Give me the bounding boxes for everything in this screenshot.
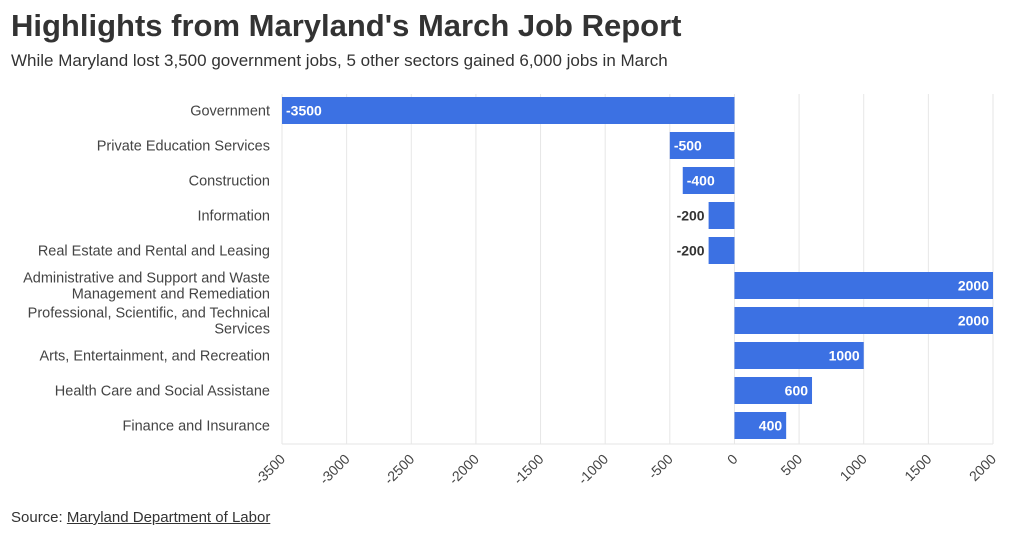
category-label: Professional, Scientific, and Technical S… (28, 306, 270, 338)
chart-title: Highlights from Maryland's March Job Rep… (11, 8, 682, 43)
x-tick-label: -1000 (575, 451, 612, 488)
bars (282, 97, 993, 439)
x-tick-label: 500 (777, 451, 805, 479)
source-prefix: Source: (11, 509, 67, 526)
category-label: Construction (189, 174, 270, 190)
bar (734, 377, 813, 404)
x-tick-label: -3000 (316, 451, 353, 488)
x-tick-label: 1000 (837, 451, 870, 484)
data-label: 600 (785, 383, 809, 399)
category-label: Government (190, 104, 270, 120)
x-tick-label: -1500 (510, 451, 547, 488)
x-tick-label: 0 (724, 451, 741, 468)
x-tick-label: -3500 (251, 451, 288, 488)
category-label: Health Care and Social Assistane (55, 384, 270, 400)
chart-subtitle: While Maryland lost 3,500 government job… (11, 51, 668, 70)
x-tick-label: -500 (645, 451, 676, 482)
data-label: 400 (759, 418, 783, 434)
x-tick-label: 1500 (901, 451, 934, 484)
bar (682, 167, 735, 194)
category-label: Administrative and Support and Waste Mana… (23, 271, 270, 303)
bar (708, 237, 735, 264)
bar (734, 272, 993, 299)
bar (734, 342, 864, 369)
category-label: Private Education Services (97, 139, 270, 155)
category-label: Real Estate and Rental and Leasing (38, 244, 270, 260)
source-note: Source: Maryland Department of Labor (11, 509, 270, 526)
bar (734, 307, 993, 334)
data-label: -500 (674, 138, 702, 154)
x-axis-ticks: -3500 -3000 -2500 -2000 -1500 -1000 -500 0 500 10… (251, 451, 999, 488)
data-label: 2000 (958, 313, 989, 329)
category-label: Arts, Entertainment, and Recreation (39, 349, 270, 365)
data-label: -400 (687, 173, 715, 189)
gridlines (281, 94, 994, 445)
x-tick-label: -2000 (445, 451, 482, 488)
data-label: -3500 (286, 103, 322, 119)
x-tick-label: 2000 (966, 451, 999, 484)
data-label: -200 (677, 208, 705, 224)
bar (708, 202, 735, 229)
bar (282, 97, 735, 124)
bar (734, 412, 787, 439)
category-label: Information (197, 209, 270, 225)
data-label: 1000 (829, 348, 860, 364)
category-label: Finance and Insurance (122, 419, 270, 435)
source-link[interactable]: Maryland Department of Labor (66, 509, 271, 526)
x-tick-label: -2500 (381, 451, 418, 488)
bar (669, 132, 735, 159)
data-labels: -3500 -500 -400 -200 -200 2000 2000 1000 600 400 (286, 103, 989, 434)
data-label: 2000 (958, 278, 989, 294)
data-label: -200 (677, 243, 705, 259)
category-labels: Government Private Education Services Cons… (23, 104, 270, 435)
